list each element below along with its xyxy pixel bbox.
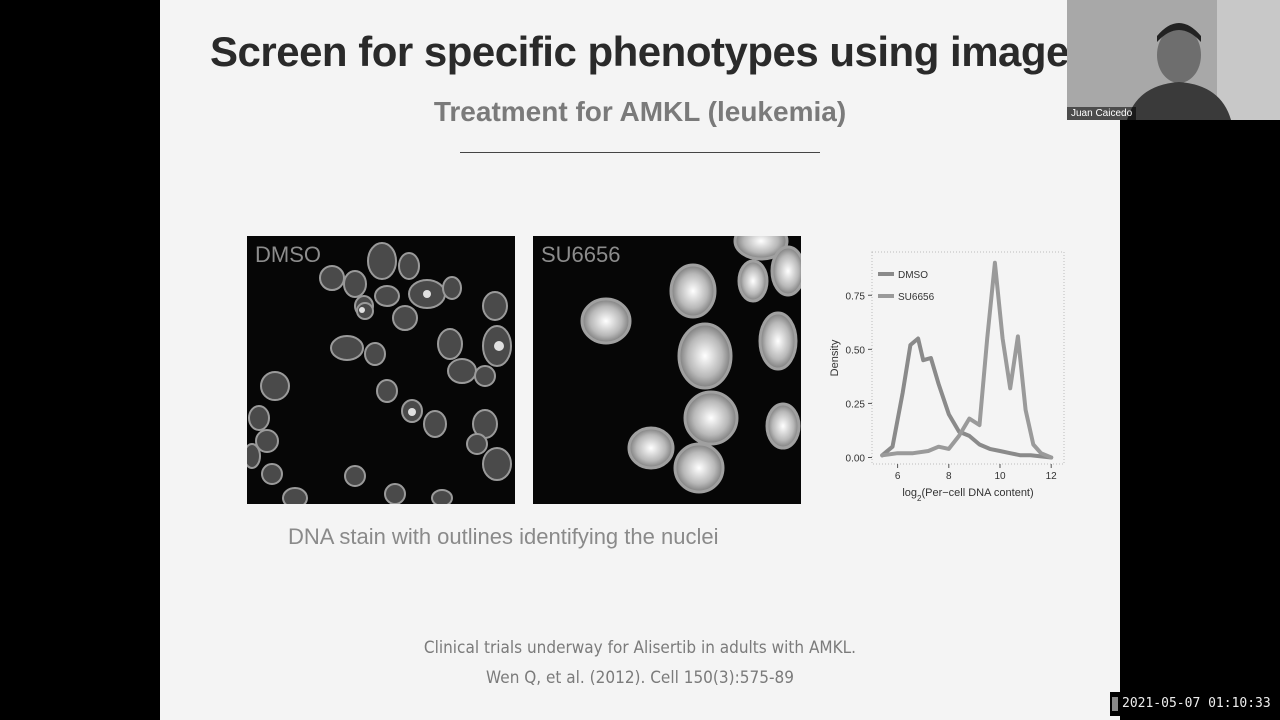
slide-subtitle: Treatment for AMKL (leukemia) (433, 96, 847, 127)
recording-timestamp: 2021-05-07 01:10:33 (1110, 692, 1280, 716)
x-tick-label: 12 (1046, 471, 1058, 482)
footer-citation: Wen Q, et al. (2012). Cell 150(3):575-89 (486, 668, 794, 688)
density-chart: 0.00 0.25 0.50 0.75 6 8 10 12 Density log2(Per−ce… (829, 251, 1065, 503)
participant-name: Juan Caicedo (1067, 107, 1137, 120)
series-line-su6656 (880, 260, 1054, 460)
presentation-slide: Screen for specific phenotypes using ima… (160, 0, 1120, 720)
divider (460, 152, 820, 153)
y-tick-label: 0.00 (846, 454, 866, 465)
legend-label-dmso: DMSO (898, 270, 928, 281)
legend-label-su6656: SU6656 (898, 292, 935, 303)
dmso-nuclei-image (247, 242, 512, 504)
su6656-nuclei-image (580, 236, 801, 494)
presenter-video (1067, 0, 1280, 120)
plot-frame (871, 251, 1065, 465)
y-tick-label: 0.25 (846, 399, 866, 410)
x-axis-label: log2(Per−cell DNA content) (902, 487, 1033, 503)
series-line-dmso (880, 336, 1054, 460)
timestamp-marker (1112, 696, 1118, 711)
x-tick-label: 6 (895, 471, 901, 482)
y-tick-label: 0.75 (846, 291, 866, 302)
y-tick-label: 0.50 (846, 345, 866, 356)
su6656-micrograph: SU6656 (533, 236, 801, 504)
timestamp-text: 2021-05-07 01:10:33 (1122, 696, 1271, 711)
figure-caption: DNA stain with outlines identifying the … (288, 524, 719, 549)
dna-density-plot: 0.00 0.25 0.50 0.75 6 8 10 12 Density log2(Per−ce… (820, 244, 1070, 504)
y-axis-label: Density (829, 339, 841, 376)
x-tick-label: 8 (946, 471, 952, 482)
panel-label-dmso: DMSO (255, 242, 321, 267)
footer-note: Clinical trials underway for Alisertib i… (423, 638, 857, 658)
panel-label-su6656: SU6656 (541, 242, 621, 267)
slide-title: Screen for specific phenotypes using ima… (210, 28, 1092, 75)
dmso-micrograph: DMSO (247, 236, 515, 504)
webcam-thumbnail[interactable]: Juan Caicedo (1067, 0, 1280, 120)
x-tick-label: 10 (994, 471, 1006, 482)
